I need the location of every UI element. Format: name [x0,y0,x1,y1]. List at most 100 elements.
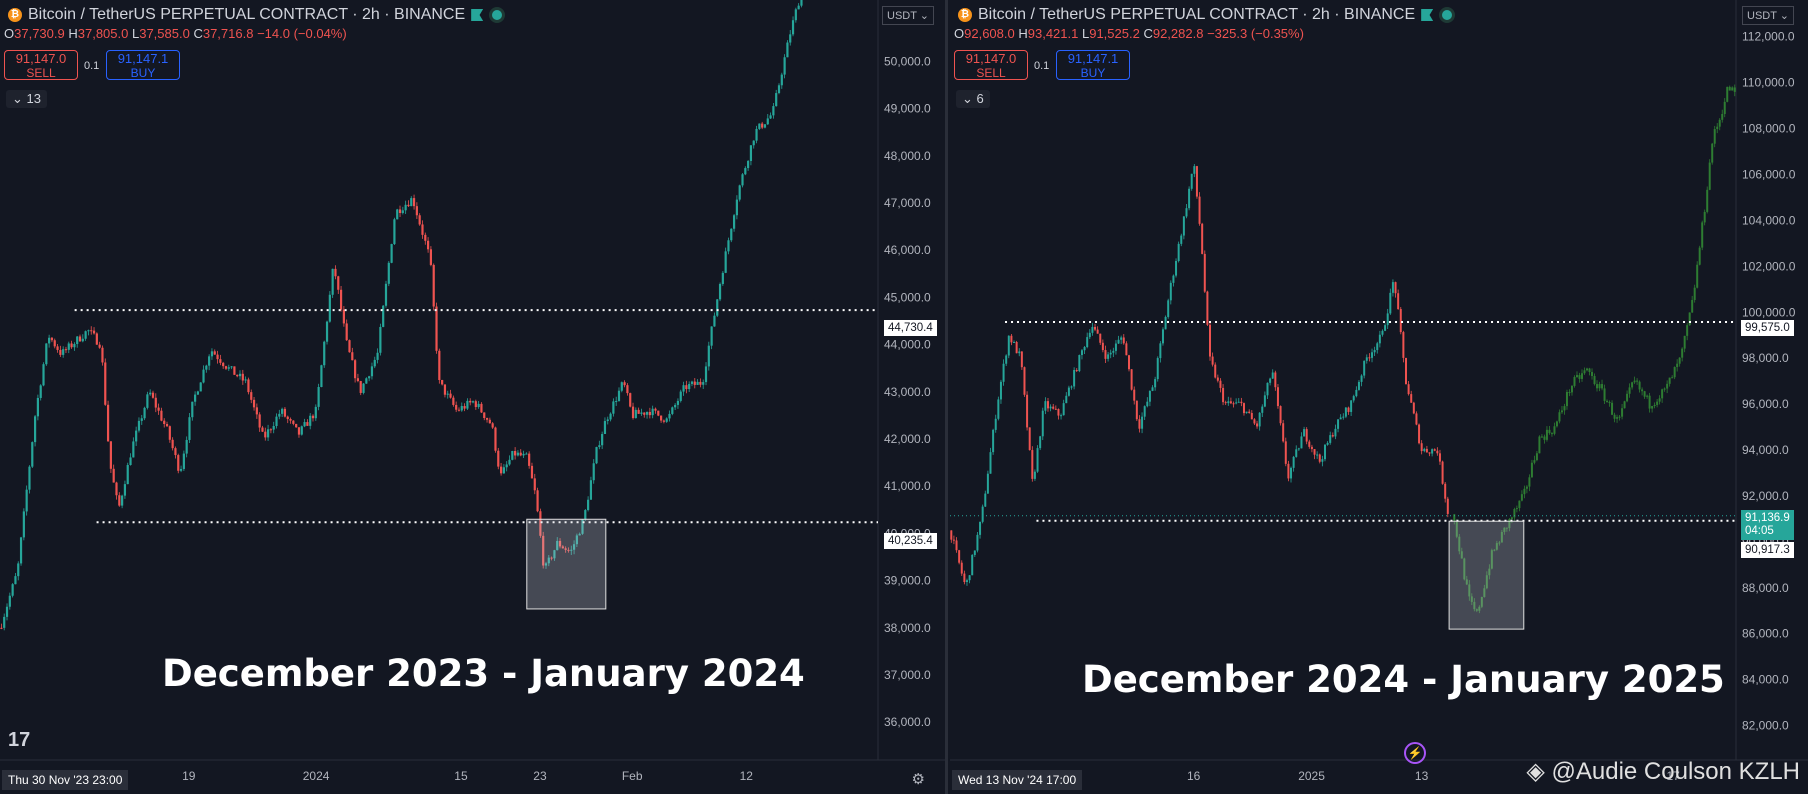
candle-body [1300,436,1303,449]
candle-body [1232,403,1235,405]
candle-body [704,366,708,383]
candle-body [657,410,660,416]
candle-body [1028,427,1031,451]
candlestick-chart-left[interactable]: 36,000.037,000.038,000.039,000.040,000.0… [0,0,945,794]
candle-body [438,350,441,381]
projection-body [1488,568,1491,576]
projection-body [1626,393,1629,402]
flag-icon[interactable] [1421,9,1434,21]
candle-body [783,57,786,75]
projection-body [1498,542,1501,544]
candle-body [334,268,337,277]
candle-body [295,423,298,428]
candle-body [631,406,635,419]
candle-body [56,346,59,350]
candle-body [1211,356,1214,365]
currency-selector[interactable]: USDT ⌄ [1742,6,1795,25]
candle-body [92,330,96,334]
x-tick-label: 2024 [303,769,330,783]
candle-body [1376,343,1379,351]
candle-body [1159,343,1162,359]
market-status-icon [489,7,506,23]
indicator-toggle[interactable]: ⌄ 6 [956,90,990,108]
candle-body [1242,403,1245,414]
bitcoin-logo-icon: ₿ [8,8,22,22]
candle-body [601,434,604,446]
candle-body [449,393,452,398]
candlestick-chart-right[interactable]: 82,000.084,000.086,000.088,000.090,000.0… [950,0,1808,794]
chart-pane-right[interactable]: 82,000.084,000.086,000.088,000.090,000.0… [950,0,1808,794]
flag-icon[interactable] [471,9,484,21]
candle-body [693,381,696,385]
candle-body [1256,423,1259,427]
candle-body [177,455,180,471]
candle-body [1033,471,1036,479]
candle-body [1331,435,1334,437]
candle-body [95,333,98,345]
candle-body [396,209,399,220]
y-tick-label: 108,000.0 [1742,122,1796,136]
symbol-header[interactable]: ₿ Bitcoin / TetherUS PERPETUAL CONTRACT … [958,6,1456,24]
candle-body [194,394,197,402]
candle-body [536,490,539,512]
candle-body [227,367,230,369]
candle-body [314,406,317,419]
candle-body [603,421,607,435]
buy-button[interactable]: 91,147.1 BUY [106,50,180,80]
sell-button[interactable]: 91,147.0 SELL [954,50,1028,80]
candle-body [132,441,135,458]
candle-body [137,420,141,431]
symbol-header[interactable]: ₿ Bitcoin / TetherUS PERPETUAL CONTRACT … [8,6,506,24]
currency-selector[interactable]: USDT ⌄ [882,6,935,25]
candle-body [320,365,323,387]
candle-body [1266,382,1269,396]
settings-gear-icon[interactable]: ⚙ [911,771,925,788]
candle-body [984,493,987,507]
candle-body [1041,410,1044,437]
sell-label: SELL [976,66,1006,80]
y-tick-label: 46,000.0 [884,243,931,257]
candle-body [1143,406,1146,417]
candle-body [519,452,522,456]
candle-body [584,510,587,520]
projection-body [1733,87,1736,92]
projection-body [1455,520,1458,537]
sell-button[interactable]: 91,147.0 SELL [4,50,78,80]
candle-body [1391,282,1394,293]
projection-body [1583,370,1586,374]
buy-button[interactable]: 91,147.1 BUY [1056,50,1130,80]
projection-body [1716,126,1719,130]
candle-body [303,422,306,427]
candle-body [283,408,287,417]
candle-body [1339,417,1342,420]
chart-pane-left[interactable]: 36,000.037,000.038,000.039,000.040,000.0… [0,0,948,794]
order-quantity[interactable]: 0.1 [84,60,100,72]
order-quantity[interactable]: 0.1 [1034,60,1050,72]
lightning-icon[interactable]: ⚡ [1404,742,1426,764]
candle-body [135,430,138,442]
indicator-toggle[interactable]: ⌄ 13 [6,90,47,108]
projection-body [1575,375,1578,378]
candle-body [1007,335,1010,356]
tradingview-logo-icon: 17 [8,729,31,751]
candle-body [794,9,797,21]
projection-body [1718,119,1721,127]
candle-body [716,299,719,316]
chart-caption: December 2024 - January 2025 [1082,658,1725,701]
projection-body [1623,401,1626,409]
candle-body [522,453,525,456]
projection-body [1453,514,1456,521]
candle-body [418,215,421,225]
candle-body [1167,300,1170,317]
candle-body [415,206,418,216]
candle-body [1070,386,1073,388]
projection-body [1520,494,1523,501]
candle-body [208,356,211,366]
projection-body [1586,368,1589,371]
candle-body [533,478,536,491]
crosshair-time-badge: Thu 30 Nov '23 23:00 [2,770,129,790]
candle-body [1303,429,1306,437]
projection-body [1728,86,1731,91]
candle-body [81,338,84,342]
projection-body [1538,436,1541,454]
